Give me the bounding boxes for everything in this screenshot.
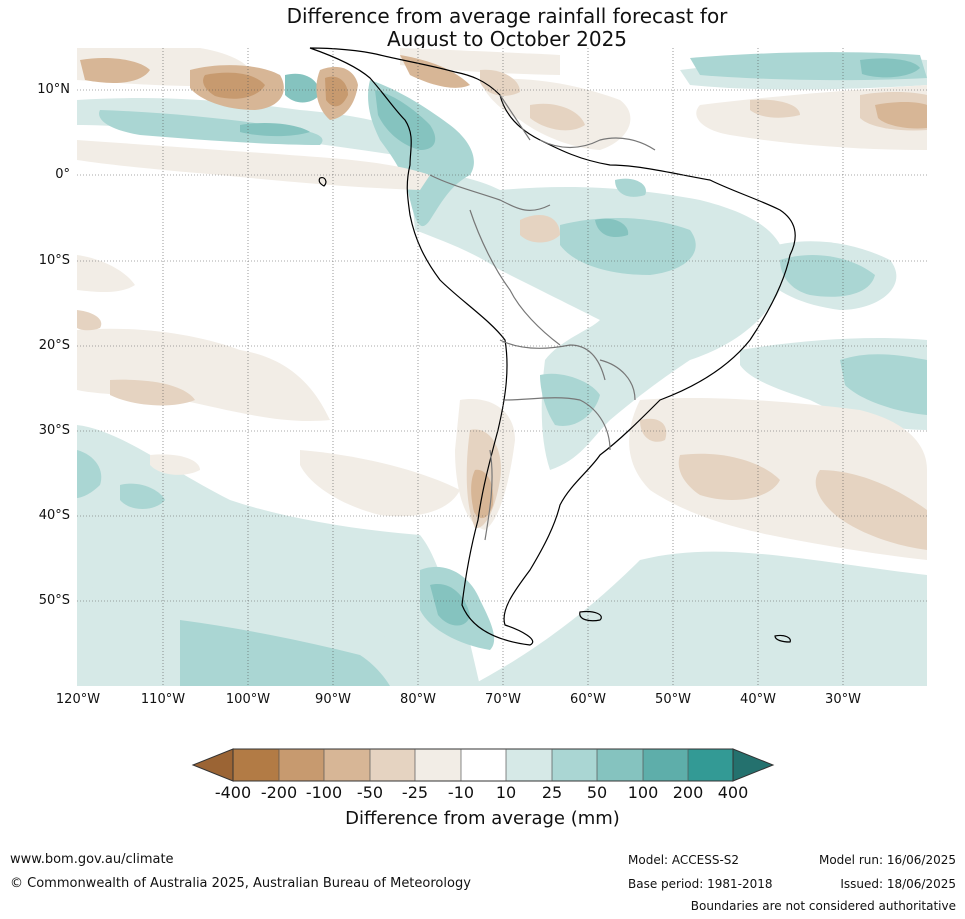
map-title-line2: August to October 2025 xyxy=(386,27,628,51)
colorbar-box-2 xyxy=(279,749,324,781)
colorbar-tick: -200 xyxy=(260,783,298,802)
colorbar-label: Difference from average (mm) xyxy=(345,808,620,829)
lon-label-80w: 80°W xyxy=(400,692,436,707)
wet-50-100-areas xyxy=(240,58,920,626)
lat-label-40s: 40°S xyxy=(38,508,70,523)
colorbar-tick: -25 xyxy=(401,783,429,802)
issued-date: Issued: 18/06/2025 xyxy=(840,877,956,891)
colorbar-box-8 xyxy=(552,749,597,781)
colorbar-box-5 xyxy=(415,749,461,781)
colorbar-tick: -10 xyxy=(447,783,475,802)
lat-label-20s: 20°S xyxy=(38,338,70,353)
colorbar-tick: -50 xyxy=(356,783,384,802)
colorbar-dividers xyxy=(278,749,689,781)
colorbar-box-4 xyxy=(370,749,415,781)
model-name: Model: ACCESS-S2 xyxy=(628,853,740,867)
lon-label-60w: 60°W xyxy=(570,692,606,707)
lat-label-10s: 10°S xyxy=(38,253,70,268)
colorbar-tick: 10 xyxy=(495,783,517,802)
anomaly-shading xyxy=(77,48,927,686)
dry-10-25-areas xyxy=(77,48,927,560)
colorbar-outline xyxy=(232,748,734,782)
dry-100-200-areas xyxy=(203,72,348,107)
bom-url[interactable]: www.bom.gov.au/climate xyxy=(10,852,174,867)
lon-label-40w: 40°W xyxy=(740,692,776,707)
colorbar-tick: 400 xyxy=(717,783,749,802)
colorbar-tick: -400 xyxy=(214,783,252,802)
colorbar-tick: 50 xyxy=(586,783,608,802)
lat-label-50s: 50°S xyxy=(38,593,70,608)
lon-label-90w: 90°W xyxy=(315,692,351,707)
lon-label-100w: 100°W xyxy=(225,692,271,707)
colorbar-extend-high xyxy=(732,748,775,782)
colorbar-extend-low xyxy=(191,748,234,782)
colorbar-tick: 25 xyxy=(541,783,563,802)
colorbar xyxy=(191,748,775,782)
colorbar-tick: 100 xyxy=(627,783,659,802)
colorbar-box-6 xyxy=(461,749,506,781)
lon-label-110w: 110°W xyxy=(140,692,186,707)
colorbar-box-10 xyxy=(643,749,688,781)
boundaries-disclaimer: Boundaries are not considered authoritat… xyxy=(690,899,956,913)
colorbar-tick: -100 xyxy=(305,783,343,802)
lon-label-30w: 30°W xyxy=(825,692,861,707)
map-title-line1: Difference from average rainfall forecas… xyxy=(286,4,728,28)
colorbar-box-3 xyxy=(324,749,370,781)
lon-label-120w: 120°W xyxy=(55,692,101,707)
colorbar-box-7 xyxy=(506,749,552,781)
lat-label-10n: 10°N xyxy=(37,82,70,97)
lat-label-0: 0° xyxy=(55,167,70,182)
colorbar-box-1 xyxy=(233,749,279,781)
base-period: Base period: 1981-2018 xyxy=(628,877,773,891)
colorbar-box-11 xyxy=(688,749,733,781)
model-run-date: Model run: 16/06/2025 xyxy=(818,853,956,867)
lon-label-50w: 50°W xyxy=(655,692,691,707)
country-borders xyxy=(429,94,656,541)
colorbar-tick: 200 xyxy=(672,783,704,802)
lon-label-70w: 70°W xyxy=(485,692,521,707)
graticule xyxy=(77,48,927,686)
rainfall-anomaly-map xyxy=(77,47,927,686)
copyright-text: © Commonwealth of Australia 2025, Austra… xyxy=(10,876,471,891)
colorbar-box-9 xyxy=(597,749,643,781)
lat-label-30s: 30°S xyxy=(38,423,70,438)
coastlines xyxy=(309,47,796,646)
